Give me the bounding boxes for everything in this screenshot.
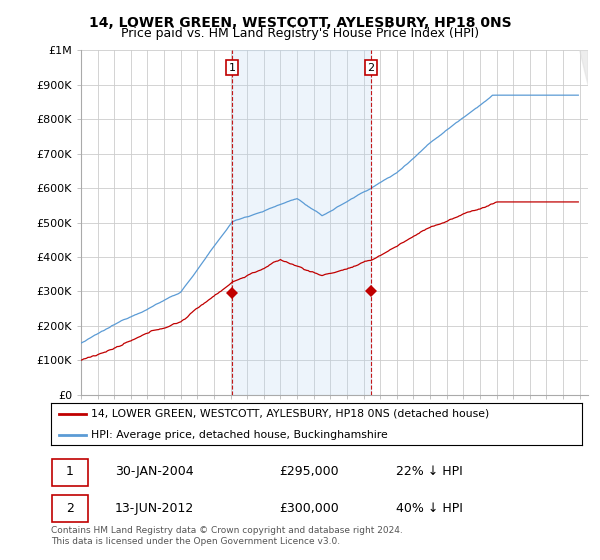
Text: 14, LOWER GREEN, WESTCOTT, AYLESBURY, HP18 0NS (detached house): 14, LOWER GREEN, WESTCOTT, AYLESBURY, HP… bbox=[91, 409, 489, 419]
Text: £295,000: £295,000 bbox=[280, 465, 339, 478]
Text: 22% ↓ HPI: 22% ↓ HPI bbox=[396, 465, 463, 478]
Text: 40% ↓ HPI: 40% ↓ HPI bbox=[396, 502, 463, 515]
Text: 2: 2 bbox=[368, 63, 374, 73]
Text: Price paid vs. HM Land Registry's House Price Index (HPI): Price paid vs. HM Land Registry's House … bbox=[121, 27, 479, 40]
Bar bbox=[232, 50, 371, 395]
Text: £300,000: £300,000 bbox=[280, 502, 339, 515]
Text: 1: 1 bbox=[229, 63, 235, 73]
Text: 1: 1 bbox=[65, 465, 74, 478]
Text: 30-JAN-2004: 30-JAN-2004 bbox=[115, 465, 193, 478]
FancyBboxPatch shape bbox=[52, 495, 88, 522]
Text: 2: 2 bbox=[65, 502, 74, 515]
Text: HPI: Average price, detached house, Buckinghamshire: HPI: Average price, detached house, Buck… bbox=[91, 430, 388, 440]
Text: 13-JUN-2012: 13-JUN-2012 bbox=[115, 502, 194, 515]
Polygon shape bbox=[580, 50, 588, 85]
Text: 14, LOWER GREEN, WESTCOTT, AYLESBURY, HP18 0NS: 14, LOWER GREEN, WESTCOTT, AYLESBURY, HP… bbox=[89, 16, 511, 30]
Text: Contains HM Land Registry data © Crown copyright and database right 2024.
This d: Contains HM Land Registry data © Crown c… bbox=[51, 526, 403, 546]
FancyBboxPatch shape bbox=[52, 459, 88, 486]
